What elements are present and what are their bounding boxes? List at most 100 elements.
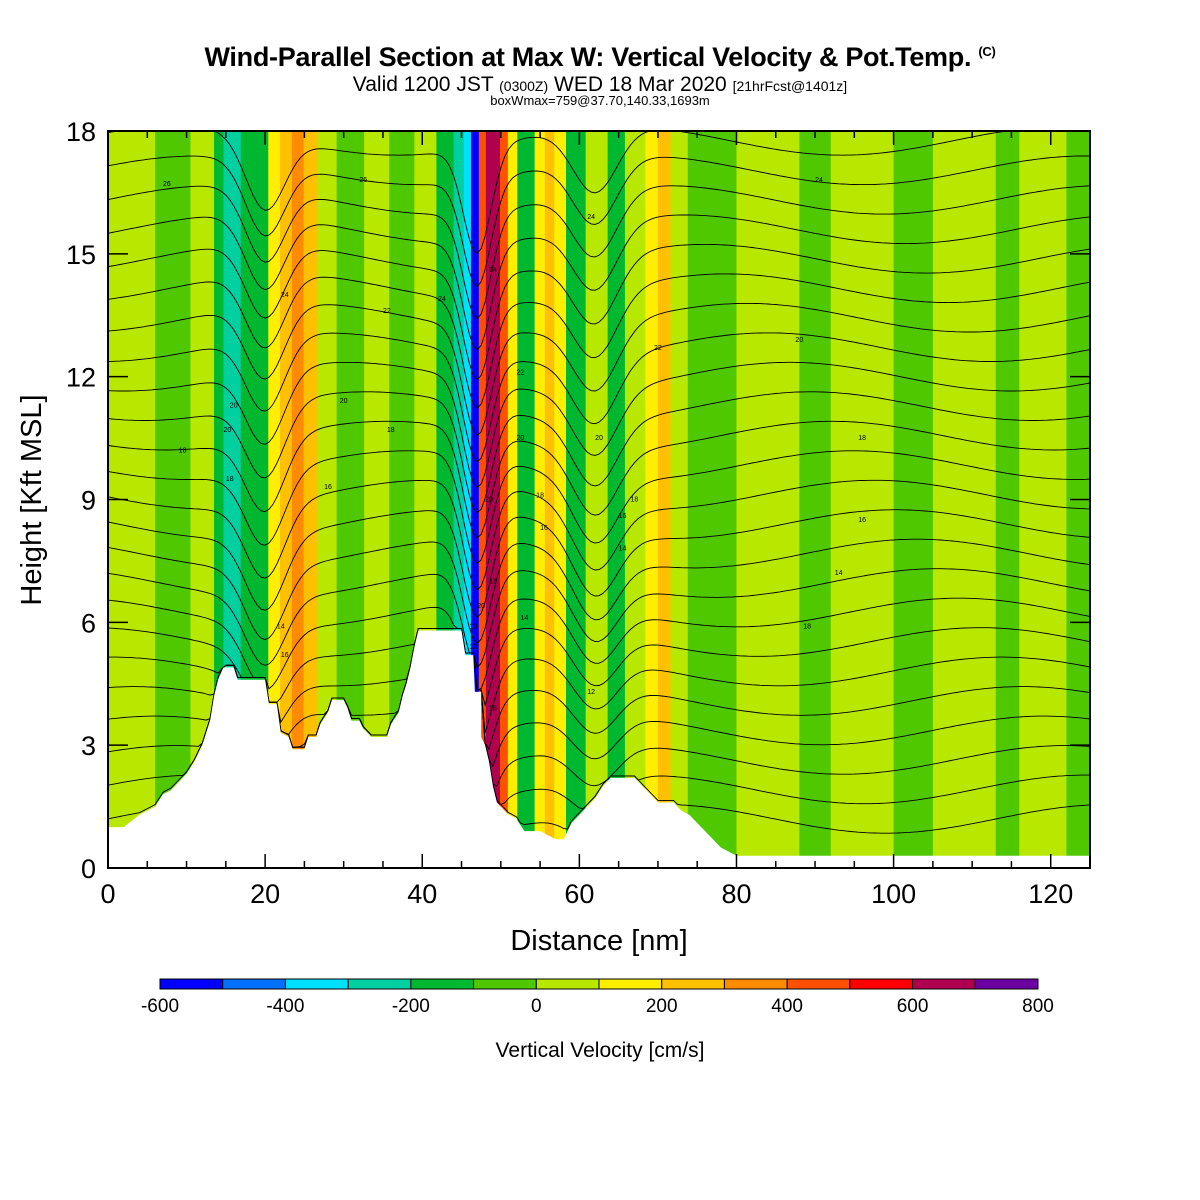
colorbar-swatch: [849, 978, 914, 990]
y-tick-labels: 0 3 6 9 12 15 18: [66, 117, 96, 884]
contour-label: 18: [226, 476, 234, 483]
contour-label: 24: [815, 177, 823, 184]
valid-time: Valid 1200 JST (0300Z) WED 18 Mar 2020 […: [0, 73, 1200, 97]
velocity-column: [624, 131, 646, 868]
velocity-column: [507, 131, 518, 868]
valid-date: WED 18 Mar 2020: [554, 73, 727, 96]
contour-label: 12: [587, 689, 595, 696]
y-tick-label: 9: [81, 486, 96, 516]
contour-label: 22: [383, 308, 391, 315]
contour-label: 10: [469, 623, 477, 630]
y-tick-label: 15: [66, 240, 96, 270]
isentrope-line: [108, 361, 1090, 488]
contour-label: 24: [281, 292, 289, 299]
y-tick-label: 6: [81, 608, 96, 638]
colorbar-swatch: [598, 978, 663, 990]
velocity-column: [687, 131, 737, 868]
velocity-column: [607, 131, 626, 868]
isentrope-line: [108, 568, 1090, 669]
valid-prefix: Valid 1200 JST: [352, 73, 494, 96]
contour-label: 14: [520, 615, 528, 622]
isentrope-line: [108, 538, 1090, 644]
potential-temperature-contours: [108, 131, 1090, 834]
colorbar: [159, 978, 1039, 990]
isentrope-line: [108, 185, 1090, 320]
box-wmax-info: boxWmax=759@37.70,140.33,1693m: [490, 93, 710, 108]
isentrope-line: [108, 155, 1090, 288]
contour-label: 12: [469, 644, 477, 651]
isentrope-line: [108, 509, 1090, 618]
y-axis-label: Height [Kft MSL]: [16, 394, 48, 605]
x-tick-label: 0: [100, 879, 115, 909]
contour-label: 18: [858, 435, 866, 442]
colorbar-swatch: [786, 978, 851, 990]
colorbar-swatch: [284, 978, 349, 990]
isentrope-line: [108, 479, 1090, 591]
y-tick-label: 18: [66, 117, 96, 147]
velocity-column: [566, 131, 587, 868]
contour-label: 16: [619, 513, 627, 520]
colorbar-swatch: [723, 978, 788, 990]
colorbar-swatch: [535, 978, 600, 990]
velocity-column: [534, 131, 546, 868]
contour-label: 18: [179, 447, 187, 454]
contour-label: 20: [340, 398, 348, 405]
velocity-column: [317, 131, 338, 868]
contour-label: 24: [489, 267, 497, 274]
x-tick-label: 20: [250, 879, 280, 909]
contour-label: 18: [803, 623, 811, 630]
contour-label: 16: [858, 517, 866, 524]
contour-label: 24: [587, 214, 595, 221]
colorbar-label: 200: [646, 996, 678, 1017]
contour-label: 16: [281, 652, 289, 659]
isentrope-line: [108, 597, 1090, 691]
contour-label: 20: [595, 435, 603, 442]
isentrope-line: [108, 273, 1090, 409]
chart-title: Wind-Parallel Section at Max W: Vertical…: [0, 42, 1200, 73]
isentrope-line: [108, 131, 1010, 255]
colorbar-label: -400: [266, 996, 304, 1017]
x-tick-label: 80: [721, 879, 751, 909]
contour-label: 16: [540, 525, 548, 532]
contour-labels: 26 26 24 24 24 22 24 24 22 20 20 20 20 22 18 18 20 20 18 18…: [163, 177, 866, 712]
velocity-column: [830, 131, 895, 868]
contour-label: 24: [438, 296, 446, 303]
contour-label: 20: [795, 337, 803, 344]
velocity-column: [645, 131, 659, 868]
isentrope-line: [108, 302, 1090, 437]
colorbar-swatch: [410, 978, 475, 990]
x-tick-label: 120: [1028, 879, 1073, 909]
contour-label: 22: [517, 370, 525, 377]
contour-label: 18: [630, 497, 638, 504]
isentrope-line: [108, 243, 1090, 381]
contour-label: 20: [230, 402, 238, 409]
contour-label: 14: [619, 546, 627, 553]
colorbar-label: 400: [771, 996, 803, 1017]
contour-label: 16: [489, 705, 497, 712]
colorbar-title: Vertical Velocity [cm/s]: [496, 1039, 705, 1062]
velocity-column: [544, 131, 555, 868]
contour-label: 18: [387, 427, 395, 434]
colorbar-labels: -600 -400 -200 0 200 400 600 800: [141, 996, 1054, 1017]
velocity-column: [1019, 131, 1067, 868]
terrain: [108, 630, 1090, 868]
velocity-column: [470, 131, 480, 868]
velocity-column: [463, 131, 472, 868]
y-tick-label: 0: [81, 854, 96, 884]
colorbar-swatch: [661, 978, 725, 990]
colorbar-label: -600: [141, 996, 179, 1017]
x-tick-label: 60: [564, 879, 594, 909]
x-tick-labels: 0 20 40 60 80 100 120: [100, 879, 1073, 909]
velocity-column: [268, 131, 281, 868]
colorbar-swatch: [473, 978, 537, 990]
colorbar-swatch: [912, 978, 976, 990]
velocity-column: [291, 131, 305, 868]
velocity-column: [736, 131, 800, 868]
velocity-column: [670, 131, 689, 868]
y-tick-label: 3: [81, 731, 96, 761]
contour-label: 16: [324, 484, 332, 491]
velocity-column: [500, 131, 509, 868]
isentrope-line: [108, 214, 1090, 351]
colorbar-label: 0: [531, 996, 542, 1017]
